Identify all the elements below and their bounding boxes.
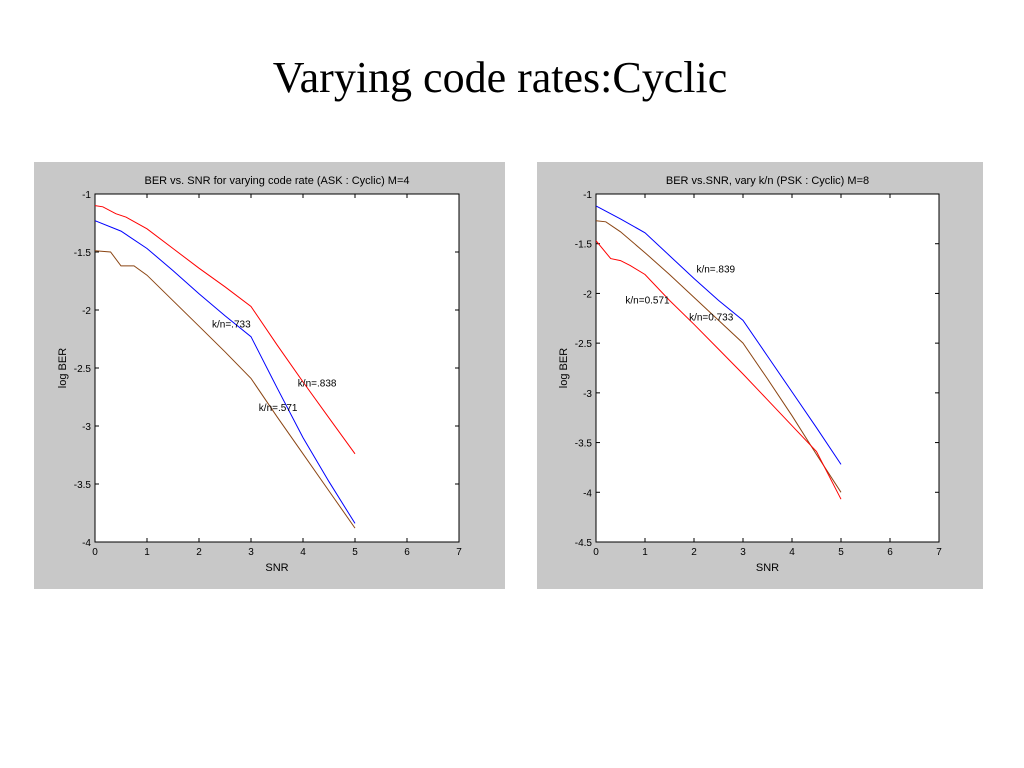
y-tick-label: -1.5 <box>575 240 593 251</box>
curve-label: k/n=.839 <box>696 265 735 276</box>
y-tick-label: -3 <box>583 389 592 400</box>
slide-title: Varying code rates:Cyclic <box>272 53 728 102</box>
y-tick-label: -1 <box>583 190 592 201</box>
y-tick-label: -1 <box>82 190 91 201</box>
series-line-0 <box>94 205 356 455</box>
x-axis-label: SNR <box>756 562 779 574</box>
x-tick-label: 7 <box>936 547 942 558</box>
x-axis-label: SNR <box>265 562 288 574</box>
chart-svg: BER vs. SNR for varying code rate (ASK :… <box>57 175 462 574</box>
series-line-0 <box>595 205 842 465</box>
chart-title: BER vs.SNR, vary k/n (PSK : Cyclic) M=8 <box>666 175 869 187</box>
y-tick-label: -4 <box>583 488 592 499</box>
x-tick-label: 7 <box>456 547 462 558</box>
x-tick-label: 5 <box>352 547 358 558</box>
x-tick-label: 2 <box>691 547 697 558</box>
chart-svg: BER vs.SNR, vary k/n (PSK : Cyclic) M=8 0… <box>558 175 942 574</box>
y-tick-label: -2.5 <box>575 339 593 350</box>
plot-area <box>94 193 460 543</box>
curve-label: k/n=0.733 <box>689 312 734 323</box>
y-tick-label: -4 <box>82 538 91 549</box>
y-tick-label: -2 <box>583 289 592 300</box>
x-tick-label: 4 <box>789 547 795 558</box>
x-tick-label: 1 <box>144 547 150 558</box>
y-axis-label: log BER <box>57 348 69 388</box>
curve-label: k/n=.838 <box>298 379 337 390</box>
x-tick-label: 2 <box>196 547 202 558</box>
series-line-2 <box>595 240 842 500</box>
y-axis-label: log BER <box>558 348 570 388</box>
y-tick-label: -3 <box>82 422 91 433</box>
curve-label: k/n=.733 <box>212 319 251 330</box>
curve-label: k/n=0.571 <box>625 295 670 306</box>
chart-title: BER vs. SNR for varying code rate (ASK :… <box>145 175 410 187</box>
y-tick-label: -4.5 <box>575 538 593 549</box>
x-tick-label: 0 <box>92 547 98 558</box>
y-tick-label: -2 <box>82 306 91 317</box>
y-tick-label: -3.5 <box>575 439 593 450</box>
y-tick-label: -1.5 <box>74 248 92 259</box>
x-tick-label: 1 <box>642 547 648 558</box>
x-tick-label: 6 <box>887 547 893 558</box>
x-tick-label: 3 <box>248 547 254 558</box>
series-line-1 <box>94 220 356 524</box>
y-tick-label: -2.5 <box>74 364 92 375</box>
x-tick-label: 5 <box>838 547 844 558</box>
series-line-2 <box>94 250 356 529</box>
plot-area <box>595 193 940 543</box>
x-tick-label: 3 <box>740 547 746 558</box>
chart-psk-cyclic: BER vs.SNR, vary k/n (PSK : Cyclic) M=8 0… <box>537 162 983 589</box>
curve-label: k/n=.571 <box>259 403 298 414</box>
x-tick-label: 4 <box>300 547 306 558</box>
series-line-1 <box>595 220 842 493</box>
y-tick-label: -3.5 <box>74 480 92 491</box>
chart-ask-cyclic: BER vs. SNR for varying code rate (ASK :… <box>34 162 505 589</box>
x-tick-label: 0 <box>593 547 599 558</box>
x-tick-label: 6 <box>404 547 410 558</box>
